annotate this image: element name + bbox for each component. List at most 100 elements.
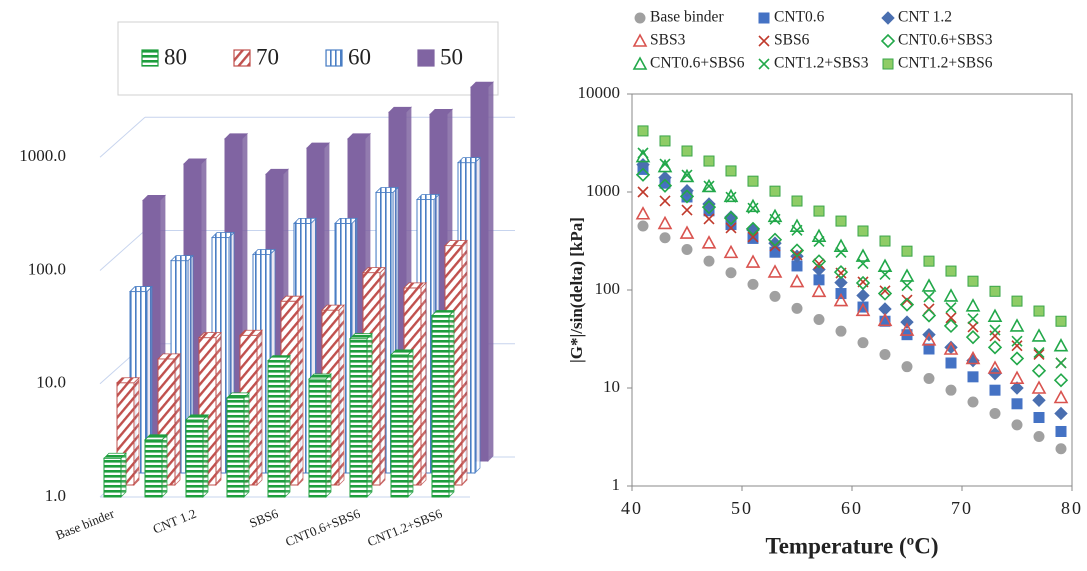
- legend-label: 70: [256, 44, 279, 69]
- data-point: [967, 275, 979, 287]
- legend-marker: [758, 12, 770, 24]
- grid-line: [99, 116, 146, 158]
- bar-top: [429, 108, 453, 115]
- legend-label: CNT1.2+SBS3: [774, 55, 869, 72]
- data-point: [855, 302, 871, 317]
- bar-side: [420, 281, 427, 486]
- data-point: [943, 341, 959, 355]
- data-point: [899, 268, 915, 282]
- data-point: [769, 290, 781, 302]
- data-point: [725, 222, 737, 234]
- bar-top: [416, 194, 440, 200]
- data-point: [834, 275, 848, 290]
- bar-top: [157, 353, 181, 360]
- legend-label: 60: [348, 44, 371, 69]
- bar-top: [280, 295, 304, 302]
- y-tick-label: 1.0: [45, 486, 66, 505]
- bar-top: [293, 217, 317, 224]
- x-tick-label: 50: [731, 498, 753, 518]
- data-point: [813, 235, 825, 248]
- bar-top: [265, 168, 289, 175]
- data-point: [637, 147, 649, 159]
- data-point: [703, 255, 715, 267]
- data-point: [899, 322, 915, 336]
- data-point: [679, 168, 695, 183]
- bar-top: [457, 157, 481, 164]
- bar-side: [174, 352, 181, 486]
- y-tick-label: 1: [612, 475, 621, 494]
- data-point: [987, 360, 1003, 374]
- data-point: [747, 278, 759, 290]
- data-point: [1033, 348, 1045, 361]
- y-tick-label: 10.0: [36, 373, 66, 392]
- data-point: [879, 268, 891, 281]
- data-point: [747, 202, 759, 214]
- data-point: [945, 357, 957, 369]
- data-point: [1009, 351, 1025, 366]
- bar-side: [461, 239, 468, 486]
- data-point: [943, 318, 959, 334]
- bar-top: [390, 349, 414, 356]
- grid-line: [99, 230, 146, 271]
- data-point: [657, 178, 673, 193]
- data-point: [681, 145, 693, 157]
- data-point: [723, 244, 739, 259]
- bar: [103, 452, 127, 498]
- bar-top: [185, 414, 209, 421]
- data-point: [1055, 425, 1067, 437]
- x-tick-label: Base binder: [53, 505, 116, 542]
- data-point: [945, 302, 957, 314]
- data-point: [1053, 338, 1069, 352]
- bar-side: [284, 354, 291, 498]
- y-axis-title: |G*|/sin(delta) [kPa]: [567, 217, 586, 363]
- data-point: [767, 232, 783, 247]
- data-point: [811, 283, 827, 298]
- bar-side: [202, 413, 209, 498]
- bar: [267, 354, 291, 498]
- y-tick-label: 10000: [578, 83, 621, 102]
- data-point: [967, 313, 979, 325]
- data-point: [657, 158, 673, 173]
- x-tick-label: CNT1.2+SBS6: [365, 505, 445, 549]
- data-point: [989, 285, 1001, 297]
- data-point: [813, 314, 825, 326]
- data-point: [681, 204, 693, 216]
- data-point: [1011, 340, 1023, 352]
- data-point: [791, 224, 803, 236]
- data-point: [745, 198, 761, 213]
- data-point: [701, 235, 717, 249]
- data-point: [1055, 315, 1067, 327]
- bar-top: [306, 142, 330, 149]
- data-point: [857, 258, 869, 270]
- bar-front: [103, 457, 122, 498]
- data-point: [725, 165, 737, 177]
- x-tick-label: 60: [841, 498, 863, 518]
- bar-front: [267, 360, 286, 498]
- data-point: [659, 232, 671, 244]
- data-point: [657, 215, 673, 230]
- bar-side: [487, 81, 494, 462]
- bar: [431, 309, 455, 498]
- legend-marker: [632, 33, 648, 47]
- data-point: [901, 245, 913, 257]
- bar-side: [379, 266, 386, 486]
- y-tick-label: 100.0: [28, 259, 66, 278]
- data-point: [967, 321, 979, 333]
- data-point: [1011, 419, 1023, 431]
- bar-top: [170, 255, 194, 262]
- legend-label: CNT0.6: [774, 9, 825, 26]
- data-point: [813, 274, 825, 286]
- data-point: [1010, 381, 1024, 395]
- bar-side: [243, 391, 250, 498]
- data-point: [901, 294, 913, 306]
- legend-marker: [882, 58, 894, 70]
- data-point: [1033, 430, 1045, 442]
- data-point: [681, 169, 693, 181]
- data-point: [965, 350, 981, 365]
- bar-top: [239, 329, 263, 336]
- bar-front: [226, 397, 245, 498]
- bar-side: [407, 348, 414, 498]
- legend-marker: [881, 11, 895, 25]
- bar-top: [267, 355, 291, 362]
- data-point: [1055, 357, 1067, 369]
